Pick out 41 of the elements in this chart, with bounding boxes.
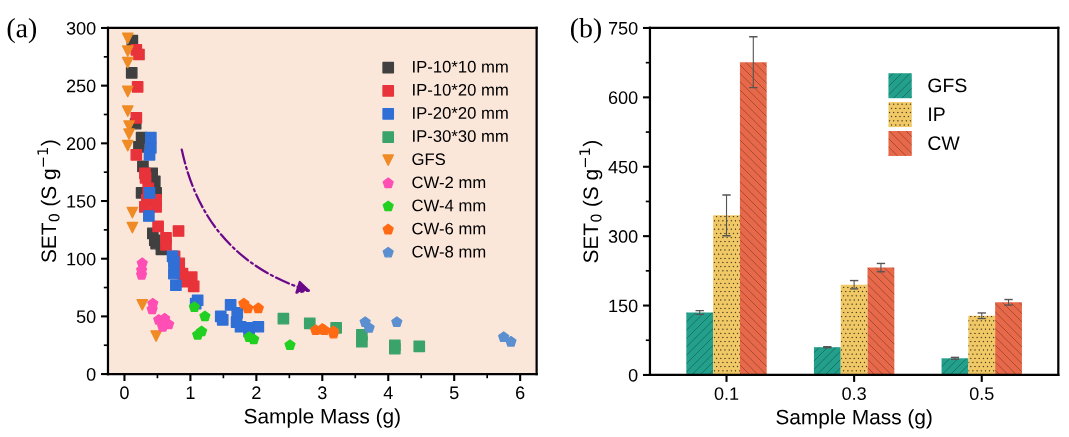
- y-tick-label: 450: [608, 160, 638, 174]
- y-tick-label: 100: [67, 252, 96, 266]
- x-tick-label: 0.5: [969, 387, 994, 401]
- legend-label: CW-2 mm: [412, 176, 486, 189]
- legend-label: CW-8 mm: [412, 245, 486, 258]
- legend-label: GFS: [928, 78, 967, 93]
- legend-label: IP-10*10 mm: [413, 60, 508, 73]
- x-tick-label: 0.1: [714, 387, 739, 401]
- legend-label: CW: [928, 136, 960, 151]
- x-tick-label: 0: [120, 386, 129, 400]
- y-tick-label: 250: [66, 79, 96, 93]
- y-tick-label: 300: [608, 230, 638, 243]
- legend-label: IP-20*20 mm: [413, 107, 508, 119]
- y-tick-label: 200: [66, 137, 96, 151]
- x-tick-label: 4: [383, 386, 393, 399]
- y-axis-title: SET$_{0}$ (S g$^{−1}$): [579, 140, 603, 263]
- legend-label: IP-30*30 mm: [413, 130, 508, 142]
- y-tick-label: 150: [67, 194, 96, 208]
- x-axis-title: Sample Mass (g): [244, 408, 400, 428]
- legend-label: CW-6 mm: [412, 222, 486, 235]
- y-tick-label: 750: [608, 21, 638, 35]
- x-axis-title: Sample Mass (g): [776, 409, 932, 429]
- x-tick-label: 0.3: [842, 387, 866, 401]
- y-tick-label: 300: [66, 21, 96, 35]
- x-tick-label: 6: [516, 386, 525, 400]
- text: (b): [571, 17, 601, 44]
- text: (a): [7, 17, 37, 44]
- y-axis-title: SET$_{0}$ (S g$^{−1}$): [37, 140, 61, 263]
- y-tick-label: 0: [628, 368, 638, 382]
- y-tick-label: 150: [609, 299, 638, 313]
- y-tick-label: 0: [86, 368, 96, 381]
- legend-label: CW-4 mm: [412, 199, 486, 212]
- y-tick-label: 600: [608, 91, 638, 105]
- y-tick-label: 50: [76, 310, 96, 324]
- x-tick-label: 5: [449, 386, 459, 400]
- legend-label: IP-10*20 mm: [413, 83, 508, 96]
- x-tick-label: 3: [317, 386, 327, 400]
- legend-label: IP: [929, 107, 945, 121]
- x-tick-label: 2: [252, 386, 261, 399]
- legend-label: GFS: [412, 153, 446, 166]
- x-tick-label: 1: [186, 386, 195, 399]
